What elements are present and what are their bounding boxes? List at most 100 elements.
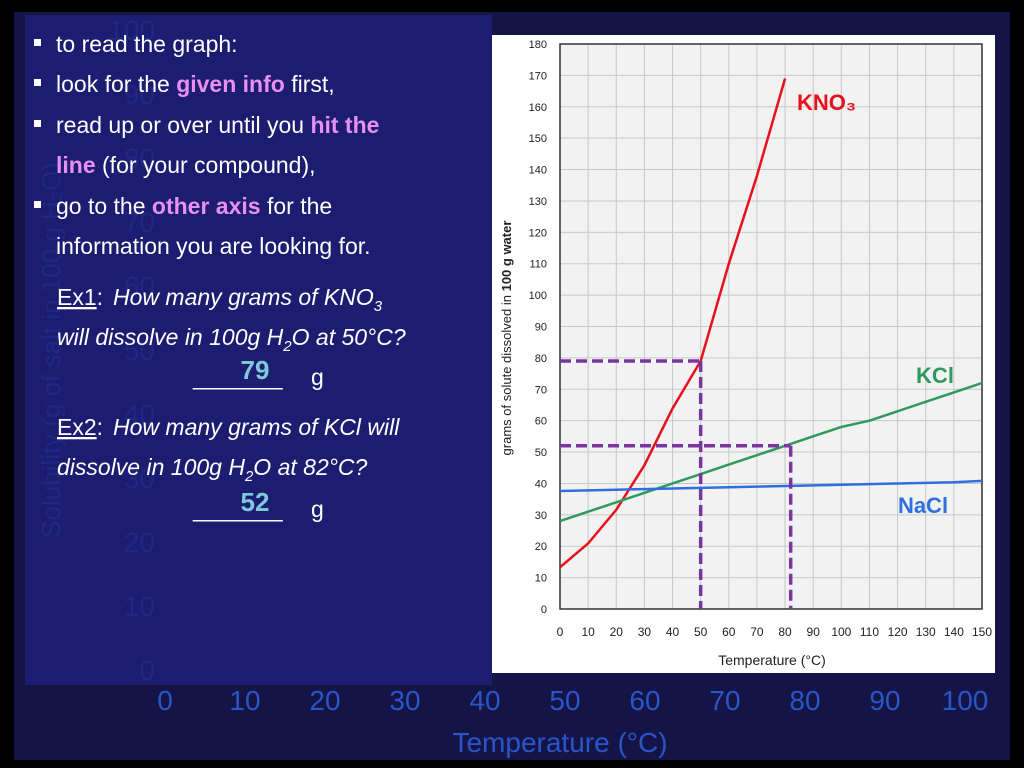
text-segment: information you are looking for. — [56, 233, 371, 259]
x-tick-label: 70 — [750, 625, 764, 639]
y-tick-label: 100 — [529, 290, 547, 302]
bg-x-tick-label: 10 — [229, 685, 260, 716]
x-tick-label: 50 — [694, 625, 708, 639]
text-segment: first, — [285, 71, 335, 97]
bg-x-tick-label: 80 — [789, 685, 820, 716]
example-line: will dissolve in 100g H2O at 50°C? — [57, 324, 406, 355]
x-tick-label: 120 — [888, 625, 908, 639]
text-segment: will dissolve in 100g H — [57, 324, 284, 350]
plot-frame — [559, 43, 983, 610]
solubility-chart: 0 10 20 30 40 50 60 70 80 90 100 110 120 130 140 150 0 10… — [499, 39, 992, 668]
x-tick-label: 10 — [581, 625, 595, 639]
y-tick-label: 110 — [529, 259, 547, 271]
question: How many grams of KNO3 — [113, 284, 383, 315]
answer-unit: g — [311, 364, 324, 390]
bg-x-tick-label: 100 — [942, 685, 989, 716]
text-segment: go to the — [56, 193, 152, 219]
x-tick-label: 90 — [807, 625, 821, 639]
text-segment: O at 50°C? — [292, 324, 406, 350]
x-tick-label: 80 — [778, 625, 792, 639]
text-segment: given info — [176, 71, 285, 97]
x-tick-label: 150 — [972, 625, 992, 639]
series-label: KCl — [916, 363, 954, 388]
text-segment: line — [56, 152, 96, 178]
bg-x-tick-label: 60 — [629, 685, 660, 716]
bg-x-tick-label: 30 — [389, 685, 420, 716]
subscript: 3 — [374, 298, 383, 315]
x-tick-label: 60 — [722, 625, 736, 639]
bullet-text: to read the graph: — [56, 31, 238, 57]
bullet-marker — [34, 201, 41, 208]
text-segment: for the — [261, 193, 333, 219]
y-tick-label: 50 — [535, 447, 547, 459]
y-tick-label: 120 — [529, 227, 547, 239]
bullet-marker — [34, 39, 41, 46]
example-line: Ex2: How many grams of KCl will — [57, 414, 400, 440]
answer: 52 — [241, 487, 270, 517]
x-tick-label: 20 — [610, 625, 624, 639]
text-segment: read up or over until you — [56, 112, 310, 138]
y-tick-label: 40 — [535, 478, 547, 490]
bg-x-tick-label: 50 — [549, 685, 580, 716]
bg-x-tick-label: 70 — [709, 685, 740, 716]
x-tick-label: 140 — [944, 625, 964, 639]
series-line — [559, 479, 983, 493]
text-segment: hit the — [310, 112, 379, 138]
series-label: NaCl — [898, 493, 948, 518]
y-tick-label: 160 — [529, 102, 547, 114]
text-segment: dissolve in 100g H — [57, 454, 245, 480]
example-line: Ex1: How many grams of KNO3 — [57, 284, 383, 315]
bg-x-tick-label: 0 — [157, 685, 173, 716]
answer: 79 — [241, 355, 270, 385]
y-tick-label: 0 — [541, 604, 547, 616]
y-axis-label-part: grams of solute dissolved in — [499, 291, 514, 455]
text-segment: other axis — [152, 193, 261, 219]
answer-blank: _______ — [192, 496, 284, 522]
series-line — [559, 78, 787, 569]
y-tick-label: 180 — [529, 39, 547, 51]
example-line: dissolve in 100g H2O at 82°C? — [57, 454, 368, 485]
bullet-text: line (for your compound), — [56, 152, 316, 178]
y-tick-label: 80 — [535, 353, 547, 365]
bullet-text: read up or over until you hit the — [56, 112, 379, 138]
text-panel — [25, 15, 492, 685]
bullet-text: information you are looking for. — [56, 233, 371, 259]
bg-x-tick-label: 90 — [869, 685, 900, 716]
y-tick-label: 170 — [529, 70, 547, 82]
y-axis-label: grams of solute dissolved in 100 g water — [499, 221, 514, 456]
y-tick-label: 70 — [535, 384, 547, 396]
y-tick-label: 90 — [535, 322, 547, 334]
bg-x-axis-label: Temperature (°C) — [452, 727, 667, 758]
series-label: KNO₃ — [797, 90, 856, 115]
text-segment: How many grams of KCl will — [113, 414, 400, 440]
example-label: Ex1 — [57, 284, 97, 310]
bg-x-tick-label: 20 — [309, 685, 340, 716]
bullet-text: look for the given info first, — [56, 71, 335, 97]
y-tick-label: 10 — [535, 573, 547, 585]
subscript: 2 — [244, 468, 254, 485]
slide-text: to read the graph: look for the given inf… — [34, 31, 406, 522]
x-tick-label: 40 — [666, 625, 680, 639]
answer-unit: g — [311, 496, 324, 522]
y-tick-label: 20 — [535, 541, 547, 553]
bullet-text: go to the other axis for the — [56, 193, 332, 219]
y-tick-label: 60 — [535, 416, 547, 428]
y-tick-label: 30 — [535, 510, 547, 522]
example-label: Ex2 — [57, 414, 97, 440]
text-segment: How many grams of KNO — [113, 284, 374, 310]
y-tick-label: 130 — [529, 196, 547, 208]
text-segment: look for the — [56, 71, 176, 97]
x-tick-label: 0 — [557, 625, 564, 639]
y-axis-label-part: 100 g water — [499, 221, 514, 292]
text-segment: (for your compound), — [96, 152, 316, 178]
subscript: 2 — [282, 338, 292, 355]
x-tick-label: 110 — [860, 625, 879, 639]
y-tick-label: 150 — [529, 133, 547, 145]
bullet-marker — [34, 79, 41, 86]
x-tick-label: 100 — [831, 625, 851, 639]
y-tick-label: 140 — [529, 165, 547, 177]
example-sep: : — [97, 414, 103, 440]
bullet-marker — [34, 120, 41, 127]
